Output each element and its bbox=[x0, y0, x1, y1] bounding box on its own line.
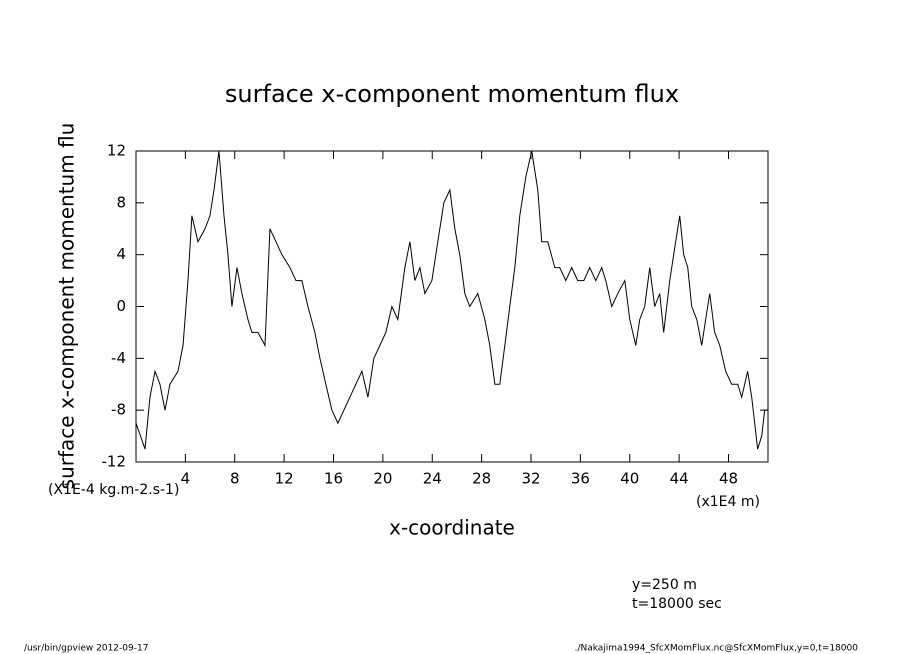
footer: ./Nakajima1994_SfcXMomFlux.nc@SfcXMomFlu… bbox=[575, 644, 859, 654]
y-tick-label: 4 bbox=[116, 245, 126, 263]
y-tick-label: -8 bbox=[111, 401, 126, 419]
x-tick-label: 12 bbox=[275, 470, 294, 488]
y-tick-label: -4 bbox=[111, 349, 126, 367]
data-line bbox=[135, 150, 768, 450]
x-axis-label: x-coordinate bbox=[389, 516, 515, 540]
x-tick-label: 48 bbox=[719, 470, 738, 488]
y-axis-label: surface x-component momentum flu bbox=[55, 123, 79, 490]
y-tick-label: 0 bbox=[116, 297, 126, 315]
x-tick-label: 24 bbox=[423, 470, 442, 488]
x-tick-label: 32 bbox=[521, 470, 540, 488]
y-tick-label: -12 bbox=[102, 453, 127, 471]
plot-frame bbox=[135, 150, 769, 463]
x-tick-label: 4 bbox=[181, 470, 191, 488]
x-tick-label: 28 bbox=[472, 470, 491, 488]
chart-title: surface x-component momentum flux bbox=[225, 80, 679, 108]
x-tick-label: 40 bbox=[620, 470, 639, 488]
x-units: (x1E4 m) bbox=[696, 494, 760, 510]
x-tick-label: 16 bbox=[324, 470, 343, 488]
x-tick-label: 8 bbox=[230, 470, 240, 488]
annotation: y=250 m bbox=[632, 577, 697, 593]
y-units: (X1E-4 kg.m-2.s-1) bbox=[48, 482, 179, 498]
footer: /usr/bin/gpview 2012-09-17 bbox=[24, 644, 148, 654]
x-tick-label: 44 bbox=[670, 470, 689, 488]
y-tick-label: 8 bbox=[116, 193, 126, 211]
y-tick-label: 12 bbox=[107, 142, 126, 160]
annotation: t=18000 sec bbox=[632, 596, 722, 612]
x-tick-label: 20 bbox=[373, 470, 392, 488]
x-tick-label: 36 bbox=[571, 470, 590, 488]
